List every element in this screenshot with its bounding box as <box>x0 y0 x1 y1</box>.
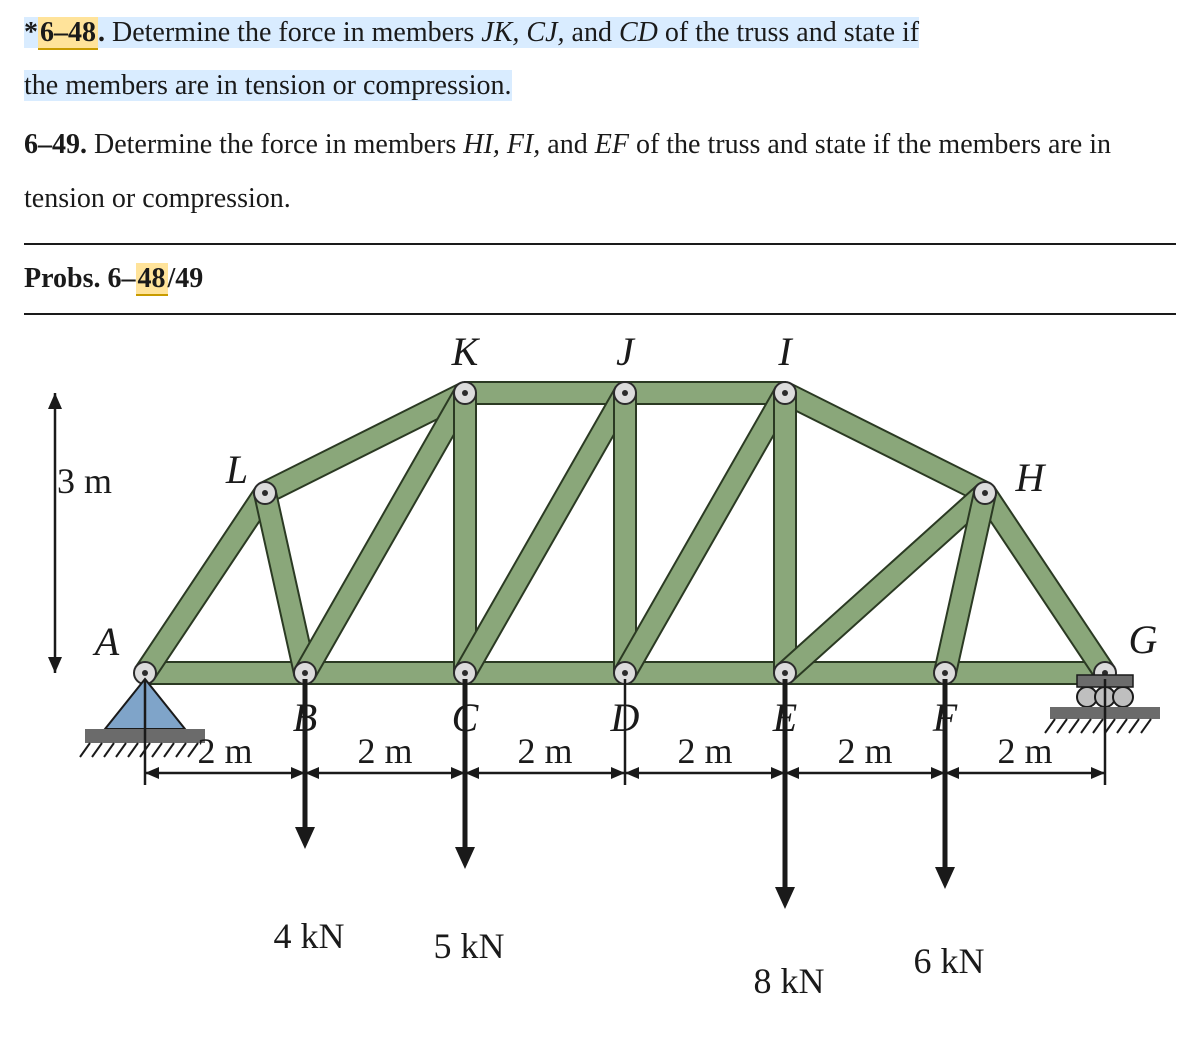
svg-text:L: L <box>225 447 248 492</box>
rule-top <box>24 243 1176 245</box>
rule-bottom <box>24 313 1176 315</box>
svg-text:5 kN: 5 kN <box>434 926 505 966</box>
p2-member-last: EF <box>595 129 629 160</box>
problem-6-49: 6–49. Determine the force in members HI,… <box>24 112 1176 224</box>
p1-text-b: and <box>565 17 619 48</box>
problem-number-hl: 6–48 <box>38 17 98 50</box>
svg-text:K: K <box>451 333 481 374</box>
svg-text:4 kN: 4 kN <box>274 916 345 956</box>
svg-text:2 m: 2 m <box>677 731 732 771</box>
svg-text:H: H <box>1015 455 1047 500</box>
p2-members: HI, FI, <box>463 129 540 160</box>
problem-number-prefix: * <box>24 17 38 48</box>
svg-text:3 m: 3 m <box>57 461 112 501</box>
probs-d: /49 <box>168 263 204 294</box>
svg-text:I: I <box>777 333 793 374</box>
probs-a: Probs. <box>24 263 108 294</box>
p2-number: 6–49. <box>24 129 87 160</box>
svg-text:J: J <box>616 333 636 374</box>
p1-text-d: the members are in tension or compressio… <box>24 70 512 101</box>
svg-text:2 m: 2 m <box>517 731 572 771</box>
p1-text-c: of the truss and state if <box>658 17 919 48</box>
probs-c: 48 <box>136 263 168 296</box>
p1-member-last: CD <box>619 17 658 48</box>
p2-text-a: Determine the force in members <box>87 129 463 160</box>
p1-text-a: Determine the force in members <box>105 17 481 48</box>
problem-6-48: *6–48. Determine the force in members JK… <box>24 0 1176 112</box>
probs-label: Probs. 6–48/49 <box>24 263 1176 295</box>
p2-text-b: and <box>540 129 594 160</box>
truss-figure: ABCDEFGHIJKL3 m2 m2 m2 m2 m2 m2 m4 kN5 k… <box>25 333 1175 1018</box>
svg-text:2 m: 2 m <box>837 731 892 771</box>
probs-b: 6– <box>108 263 136 294</box>
svg-text:A: A <box>92 619 120 664</box>
p1-members: JK, CJ, <box>481 17 564 48</box>
svg-text:6 kN: 6 kN <box>914 941 985 981</box>
svg-text:8 kN: 8 kN <box>754 961 825 1001</box>
svg-text:2 m: 2 m <box>357 731 412 771</box>
svg-text:G: G <box>1129 617 1158 662</box>
svg-text:2 m: 2 m <box>997 731 1052 771</box>
problem-number-dot: . <box>98 17 105 48</box>
svg-text:2 m: 2 m <box>197 731 252 771</box>
